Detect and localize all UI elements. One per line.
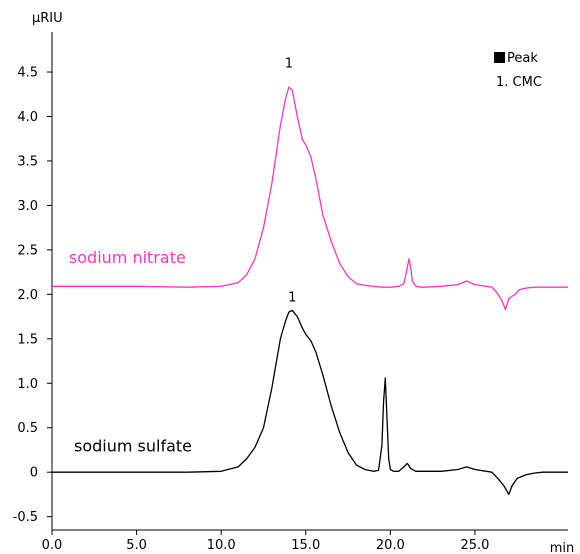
x-tick-label: 0.0: [42, 538, 63, 553]
y-tick-label: 3.0: [17, 199, 38, 214]
y-tick-label: 2.5: [17, 243, 38, 258]
legend-title: Peak: [507, 51, 538, 66]
y-tick-label: 4.5: [17, 66, 38, 81]
x-tick-label: 15.0: [291, 538, 320, 553]
peak-label: 1: [285, 57, 293, 72]
series-label-sodium-sulfate: sodium sulfate: [74, 437, 192, 456]
series-label-sodium-nitrate: sodium nitrate: [69, 248, 186, 267]
y-tick-label: -0.5: [13, 510, 38, 525]
y-tick-label: 4.0: [17, 110, 38, 125]
x-tick-label: 25.0: [460, 538, 489, 553]
series-line-sodium-sulfate: [52, 309, 568, 496]
plot-frame: [51, 32, 568, 531]
legend: Peak 1. CMC: [494, 51, 542, 90]
y-tick-label: 0.5: [17, 421, 38, 436]
x-tick-label: 20.0: [376, 538, 405, 553]
x-tick-label: 5.0: [126, 538, 147, 553]
y-tick-label: 2.0: [17, 288, 38, 303]
y-tick-label: 3.5: [17, 154, 38, 169]
y-tick-label: 0: [30, 466, 38, 481]
series-line-sodium-nitrate: [52, 86, 568, 311]
y-axis: -0.5 0 0.5 1.0 1.5 2.0 2.5 3.0 3.5 4.0 4.5: [13, 66, 52, 525]
x-tick-label: 10.0: [207, 538, 236, 553]
y-axis-unit-label: µRIU: [32, 11, 63, 26]
series-layer: [52, 86, 568, 496]
legend-marker: [494, 52, 505, 63]
annotation-layer: sodium nitrate 1 sodium sulfate 1: [69, 57, 296, 456]
peak-label: 1: [288, 290, 296, 305]
y-tick-label: 1.5: [17, 332, 38, 347]
y-tick-label: 1.0: [17, 377, 38, 392]
legend-entry: 1. CMC: [496, 75, 542, 90]
x-axis-unit-label: min: [550, 541, 575, 554]
x-axis: 0.0 5.0 10.0 15.0 20.0 25.0: [42, 530, 489, 553]
